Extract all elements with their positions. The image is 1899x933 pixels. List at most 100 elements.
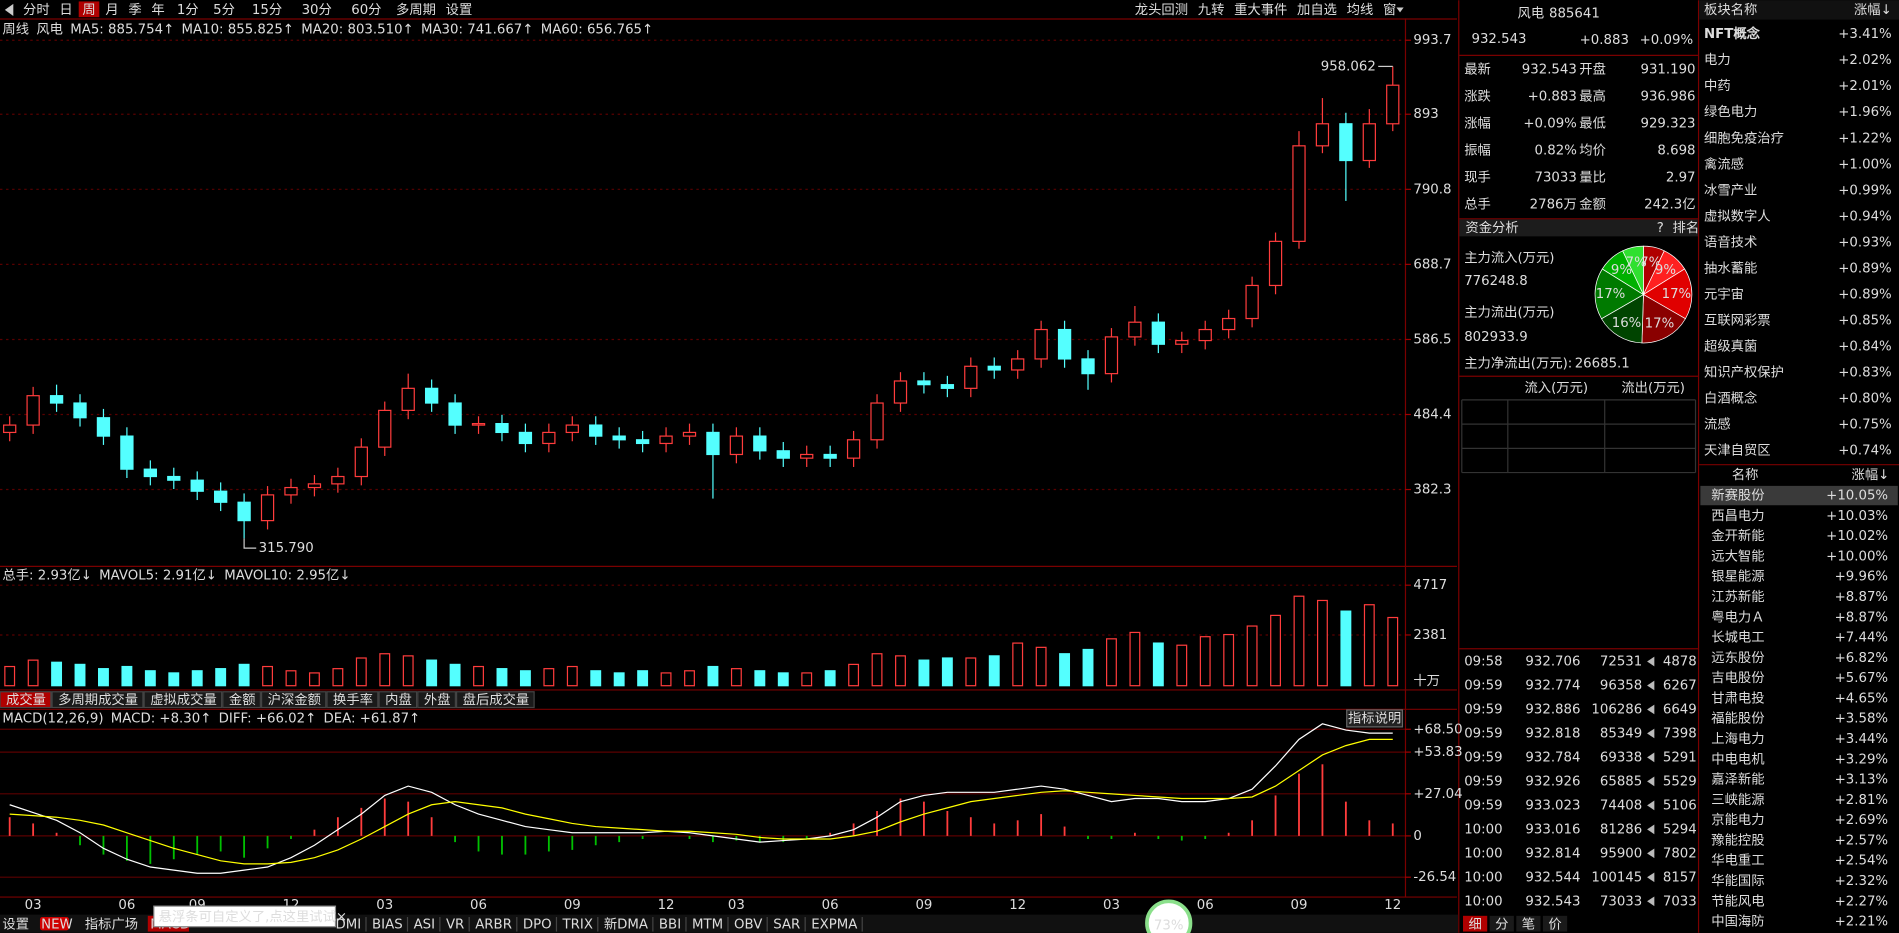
indicator-tab[interactable]: 外盘 xyxy=(424,691,451,708)
sector-name[interactable]: 天津自贸区 xyxy=(1704,443,1771,459)
indicator-help-button[interactable]: 指标说明 xyxy=(1348,710,1401,726)
stock-name[interactable]: 江苏新能 xyxy=(1711,589,1764,605)
sector-name[interactable]: 知识产权保护 xyxy=(1704,364,1784,381)
sector-name[interactable]: 细胞免疫治疗 xyxy=(1704,130,1784,146)
toolbar-tab[interactable]: 5分 xyxy=(213,2,235,18)
legend-item: 风电 xyxy=(36,21,63,37)
sector-name[interactable]: 虚拟数字人 xyxy=(1704,208,1771,224)
stock-name[interactable]: 中电电机 xyxy=(1711,751,1765,767)
stock-name[interactable]: 京能电力 xyxy=(1711,812,1764,828)
sector-name[interactable]: 语音技术 xyxy=(1704,233,1757,250)
toolbar-button[interactable]: 均线 xyxy=(1347,2,1374,18)
stock-name[interactable]: 甘肃电投 xyxy=(1711,690,1764,706)
sector-name[interactable]: 白酒概念 xyxy=(1704,390,1757,407)
stock-name[interactable]: 上海电力 xyxy=(1711,731,1764,747)
stock-name[interactable]: 福能股份 xyxy=(1711,711,1764,727)
indicator-button[interactable]: DPO xyxy=(523,917,552,932)
indicator-button[interactable]: VR xyxy=(446,917,464,932)
stock-name[interactable]: 嘉泽新能 xyxy=(1711,772,1764,788)
stock-name[interactable]: 粤电力Ａ xyxy=(1711,609,1764,625)
indicator-button[interactable]: EXPMA xyxy=(811,917,857,932)
stock-name[interactable]: 豫能控股 xyxy=(1711,832,1764,848)
indicator-tab[interactable]: 成交量 xyxy=(6,691,46,708)
trade-tab[interactable]: 分 xyxy=(1495,916,1508,932)
toolbar-button[interactable]: 龙头回测 xyxy=(1135,2,1188,18)
tab-active xyxy=(78,1,100,18)
toolbar-tab[interactable]: 15分 xyxy=(252,2,282,18)
indicator-button[interactable]: 指标广场 xyxy=(85,916,138,932)
sector-change: +0.80% xyxy=(1838,392,1891,407)
toolbar-tab[interactable]: 30分 xyxy=(302,2,332,18)
indicator-button[interactable]: ARBR xyxy=(475,917,512,932)
tooltip[interactable]: 悬浮条可自定义了,点这里试试× xyxy=(159,908,347,925)
stock-name[interactable]: 吉电股份 xyxy=(1711,670,1764,686)
indicator-button[interactable]: MTM xyxy=(692,917,723,932)
toolbar-tab[interactable]: 日 xyxy=(59,3,72,18)
sector-name[interactable]: 元宇宙 xyxy=(1704,287,1744,303)
sector-name[interactable]: 抽水蓄能 xyxy=(1704,260,1757,276)
trade-tab[interactable]: 细 xyxy=(1468,916,1481,932)
indicator-tab[interactable]: 虚拟成交量 xyxy=(150,691,217,708)
stock-name[interactable]: 西昌电力 xyxy=(1711,508,1764,524)
menu-arrow[interactable] xyxy=(1396,7,1404,13)
indicator-button[interactable]: BIAS xyxy=(372,917,403,932)
stock-name[interactable]: 节能风电 xyxy=(1711,893,1764,909)
sector-name[interactable]: 电力 xyxy=(1704,52,1731,68)
toolbar-button[interactable]: 九转 xyxy=(1198,2,1225,18)
indicator-button[interactable]: SAR xyxy=(773,917,800,932)
indicator-button[interactable]: OBV xyxy=(734,917,762,932)
toolbar-tab[interactable]: 1分 xyxy=(177,2,199,18)
stock-name[interactable]: 中国海防 xyxy=(1711,914,1764,930)
trade-tab[interactable]: 笔 xyxy=(1522,916,1535,932)
indicator-tab[interactable]: 金额 xyxy=(229,692,256,708)
indicator-tab[interactable]: 换手率 xyxy=(333,691,373,708)
candle-body xyxy=(565,424,579,434)
indicator-button[interactable]: DMI xyxy=(335,917,361,932)
toolbar-tab[interactable]: 分时 xyxy=(23,2,50,18)
toolbar-tab[interactable]: 设置 xyxy=(446,2,473,18)
toolbar-button[interactable]: 重大事件 xyxy=(1234,2,1287,18)
indicator-tab[interactable]: 多周期成交量 xyxy=(58,691,138,708)
trade-tab[interactable]: 价 xyxy=(1548,917,1561,932)
sector-name[interactable]: 绿色电力 xyxy=(1704,103,1757,120)
indicator-button[interactable]: ASI xyxy=(414,917,435,932)
stock-name[interactable]: 华电重工 xyxy=(1711,853,1764,869)
pie-label: 17% xyxy=(1662,287,1692,302)
stock-name[interactable]: 三峡能源 xyxy=(1711,792,1764,808)
back-arrow[interactable] xyxy=(4,3,14,16)
indicator-tab[interactable]: 沪深金额 xyxy=(268,692,321,708)
rank-button[interactable]: 排名 xyxy=(1673,220,1700,236)
sector-name[interactable]: NFT概念 xyxy=(1704,25,1761,42)
stock-name[interactable]: 银星能源 xyxy=(1711,569,1764,585)
toolbar-tab[interactable]: 月 xyxy=(105,3,118,18)
toolbar-button[interactable]: 窗 xyxy=(1383,1,1396,18)
stock-name[interactable]: 金开新能 xyxy=(1711,528,1764,544)
indicator-button[interactable]: TRIX xyxy=(562,917,593,932)
sector-name[interactable]: 流感 xyxy=(1704,416,1731,433)
sector-name[interactable]: 互联网彩票 xyxy=(1704,313,1771,329)
indicator-button[interactable]: 新DMA xyxy=(604,916,648,932)
x-tick-label: 09 xyxy=(1291,898,1308,913)
help-button[interactable]: ? xyxy=(1657,221,1664,236)
stock-name[interactable]: 长城电工 xyxy=(1711,630,1764,646)
sector-name[interactable]: 中药 xyxy=(1704,78,1731,94)
toolbar-tab[interactable]: 60分 xyxy=(351,2,381,18)
stock-name[interactable]: 远大智能 xyxy=(1711,548,1764,564)
indicator-tab[interactable]: 内盘 xyxy=(385,691,412,708)
toolbar-tab[interactable]: 周 xyxy=(82,3,95,18)
stock-name[interactable]: 新赛股份 xyxy=(1711,488,1764,504)
toolbar-tab[interactable]: 多周期 xyxy=(396,1,436,18)
indicator-button[interactable]: NEW xyxy=(41,917,73,932)
toolbar-tab[interactable]: 年 xyxy=(151,2,164,18)
indicator-button[interactable]: 设置 xyxy=(2,916,29,932)
sector-name[interactable]: 超级真菌 xyxy=(1704,339,1757,355)
sector-change: +0.75% xyxy=(1838,418,1891,433)
sector-name[interactable]: 冰雪产业 xyxy=(1704,182,1757,198)
sector-name[interactable]: 禽流感 xyxy=(1704,155,1744,172)
stock-name[interactable]: 华能国际 xyxy=(1711,873,1764,889)
toolbar-tab[interactable]: 季 xyxy=(128,2,141,18)
indicator-tab[interactable]: 盘后成交量 xyxy=(463,691,530,708)
toolbar-button[interactable]: 加自选 xyxy=(1297,2,1337,18)
indicator-button[interactable]: BBI xyxy=(659,917,681,932)
stock-name[interactable]: 远东股份 xyxy=(1711,650,1764,666)
